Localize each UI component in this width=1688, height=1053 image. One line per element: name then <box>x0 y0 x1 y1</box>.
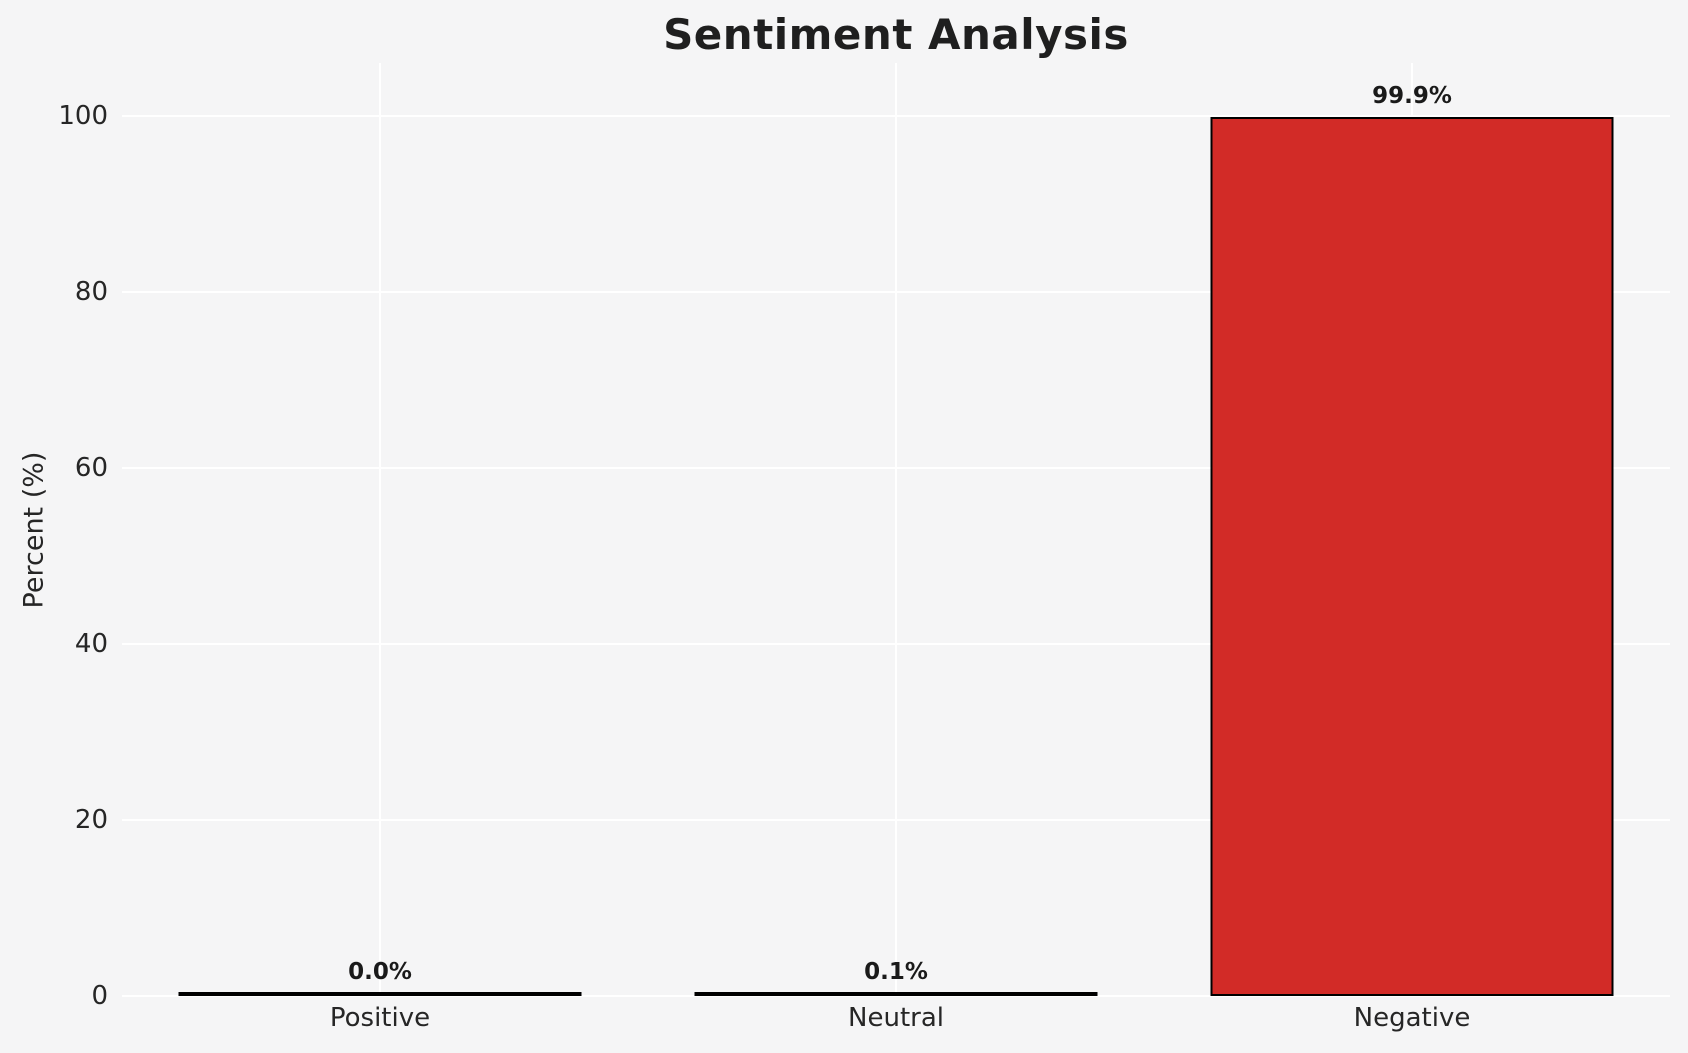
x-tick-label-positive: Positive <box>329 1003 431 1033</box>
x-tick-label-negative: Negative <box>1353 1003 1471 1033</box>
bar-negative <box>1210 116 1614 996</box>
gridline-y-0 <box>122 995 1670 997</box>
y-tick-label-100: 100 <box>58 100 108 131</box>
bar-slots: 0.0% Positive 0.1% Neutral 99.9% Negative <box>122 63 1670 1033</box>
category-slot-positive: 0.0% Positive <box>122 63 638 1033</box>
chart-title: Sentiment Analysis <box>663 10 1129 59</box>
plot-area: 0 20 40 60 80 100 0.0% Positive 0.1% Neutral 99.9%… <box>58 63 1670 1033</box>
gridline-x-neutral <box>895 63 897 996</box>
bar-positive <box>178 992 582 996</box>
bar-neutral <box>694 992 1098 996</box>
category-slot-negative: 99.9% Negative <box>1154 63 1670 1033</box>
y-tick-label-40: 40 <box>74 628 108 659</box>
y-tick-label-20: 20 <box>74 804 108 835</box>
bar-value-label-neutral: 0.1% <box>864 959 928 985</box>
x-tick-label-neutral: Neutral <box>848 1003 944 1033</box>
category-slot-neutral: 0.1% Neutral <box>638 63 1154 1033</box>
y-axis-label: Percent (%) <box>18 451 50 609</box>
y-tick-label-0: 0 <box>91 981 108 1011</box>
bar-value-label-positive: 0.0% <box>348 959 412 985</box>
y-tick-label-60: 60 <box>74 452 108 483</box>
bar-value-label-negative: 99.9% <box>1372 82 1452 109</box>
y-tick-label-80: 80 <box>74 276 108 307</box>
gridline-x-positive <box>378 63 381 996</box>
